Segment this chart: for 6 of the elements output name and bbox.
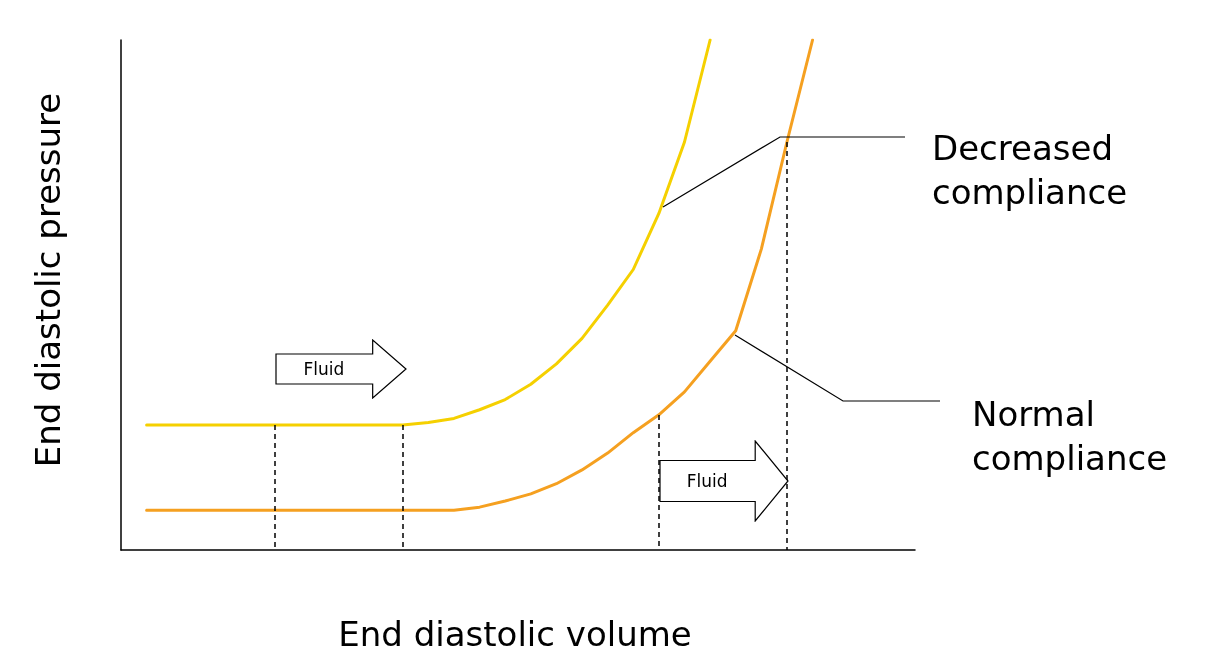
text: Decreased compliance (932, 127, 1129, 214)
annotation: Fluid (685, 470, 729, 493)
x-axis-title: End diastolic volume (337, 613, 693, 656)
annotation: Fluid (302, 358, 346, 381)
y-axis-title: End diastolic pressure (27, 91, 69, 470)
text: Normal compliance (972, 393, 1169, 480)
